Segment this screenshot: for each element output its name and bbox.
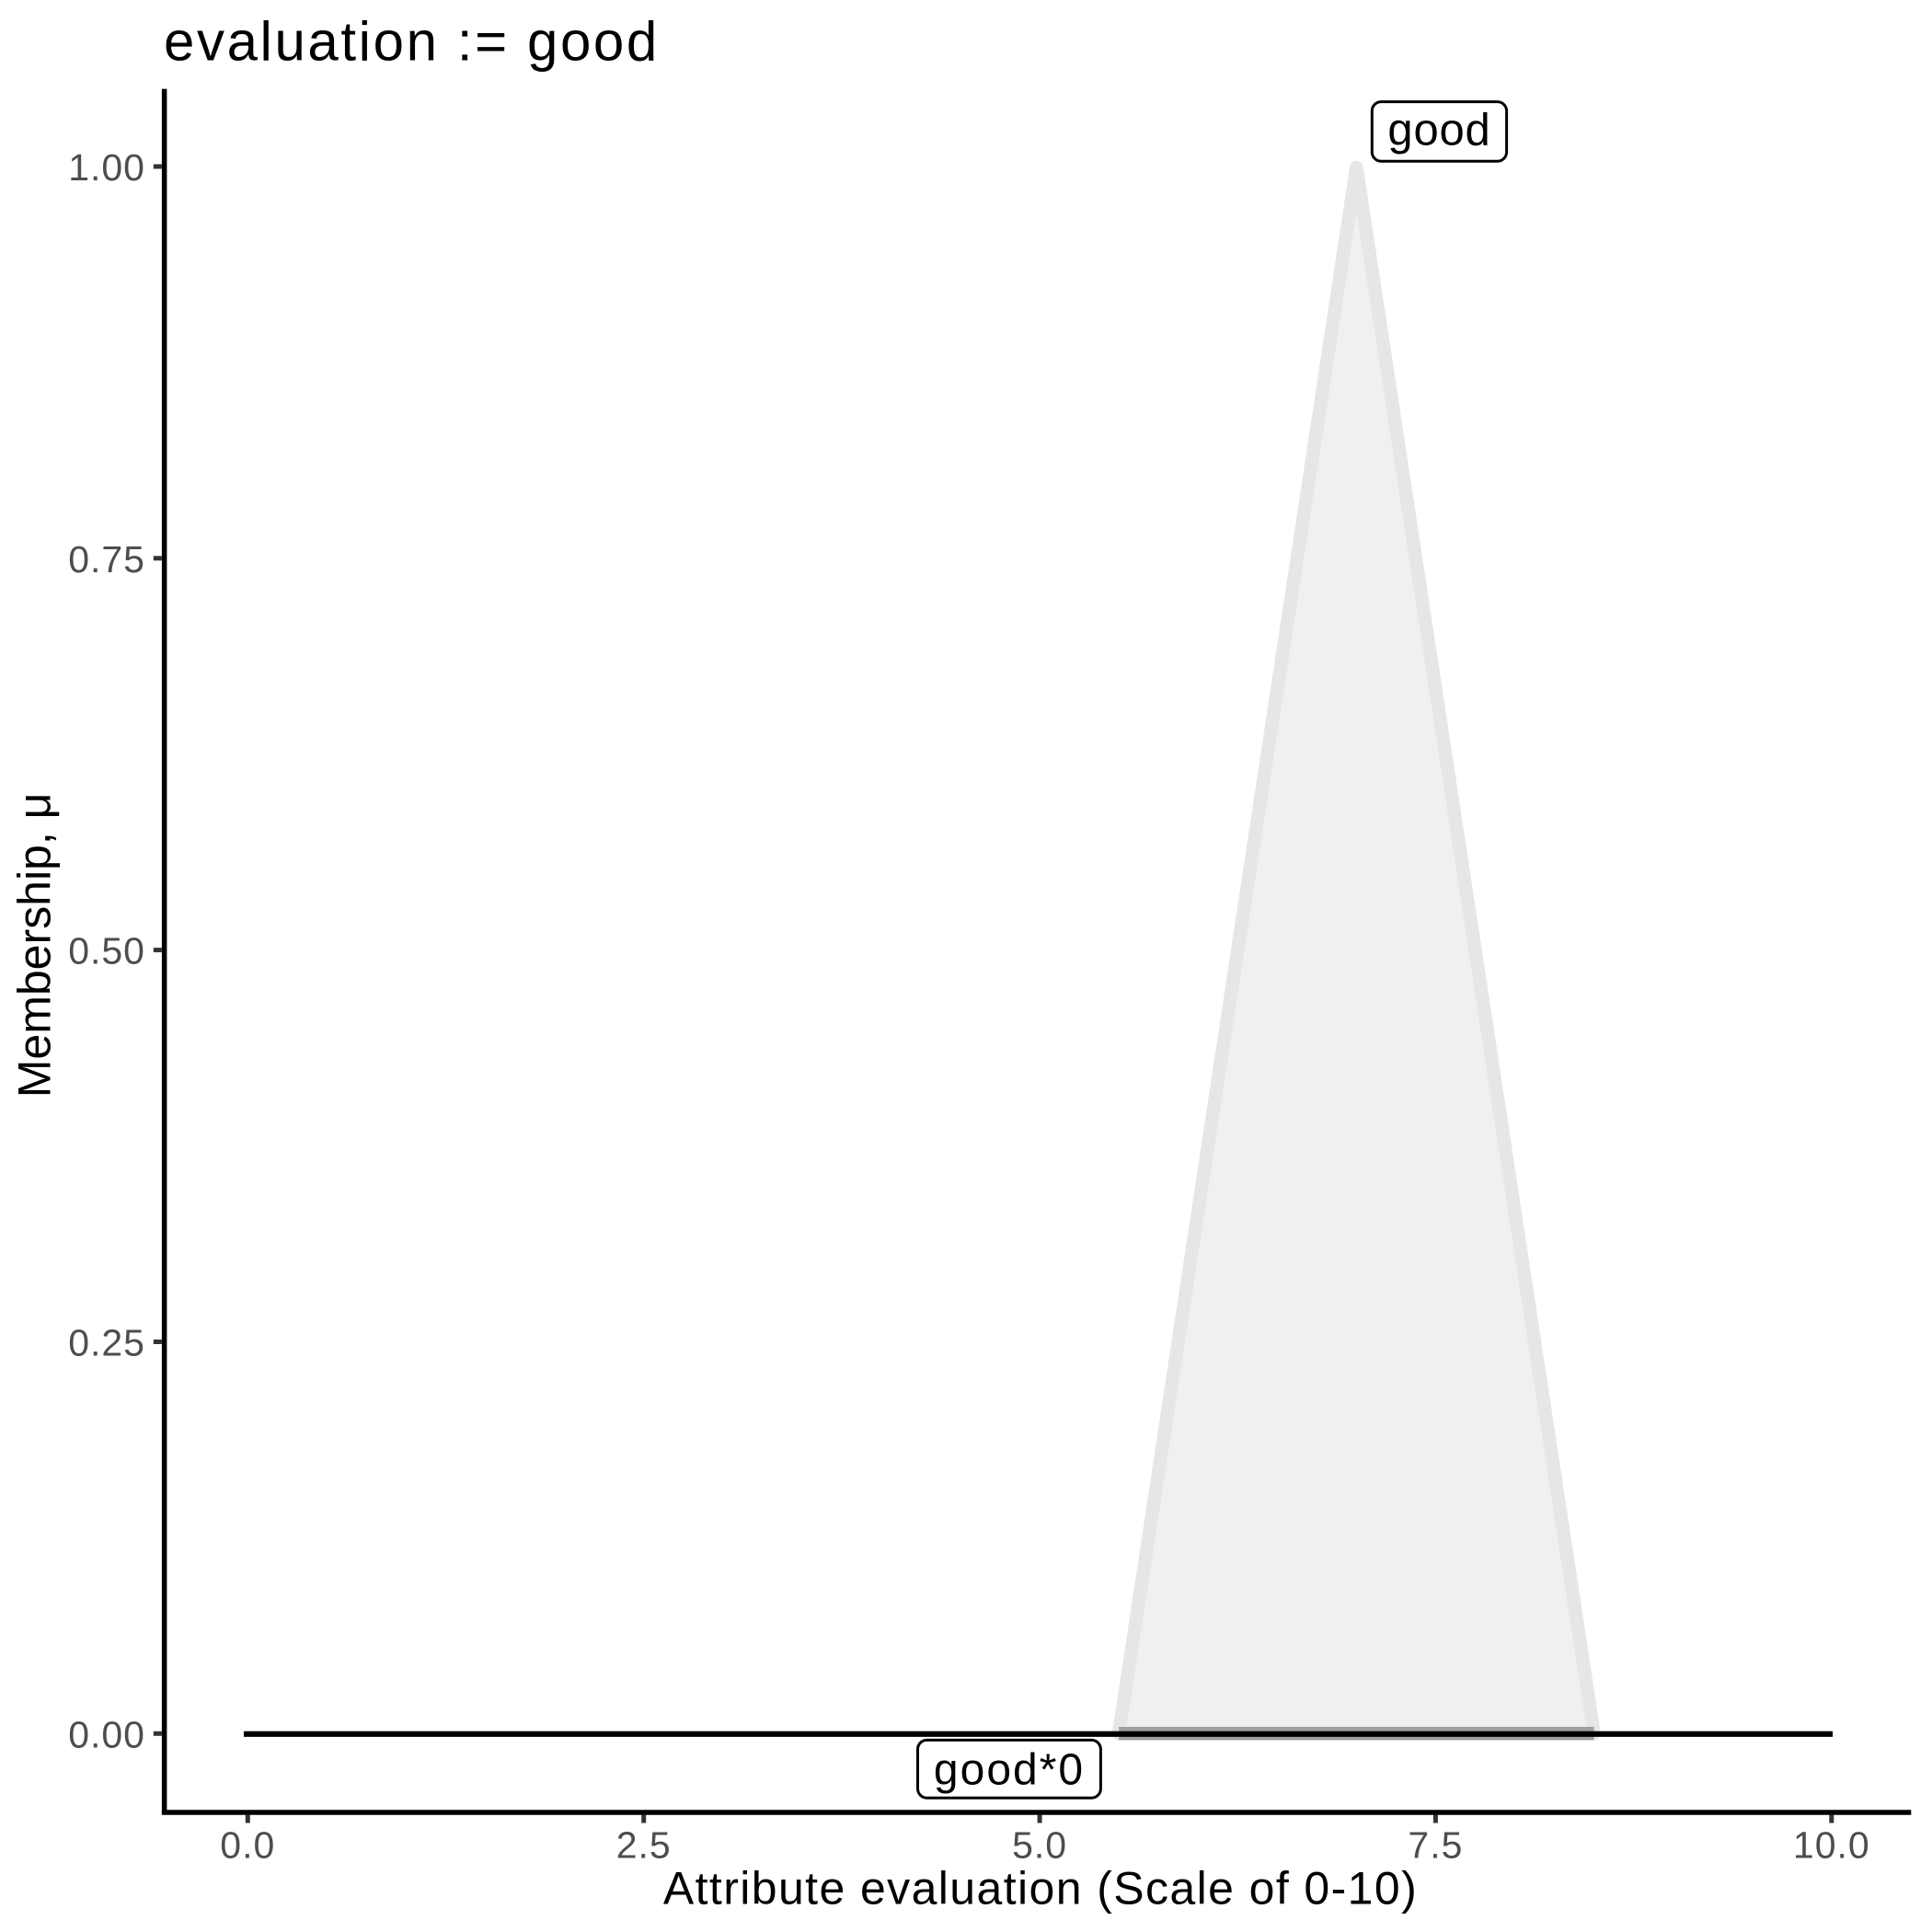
svg-text:Membership, μ: Membership, μ <box>9 793 61 1098</box>
svg-text:0.50: 0.50 <box>68 930 145 972</box>
svg-text:0.0: 0.0 <box>220 1823 275 1866</box>
svg-text:0.75: 0.75 <box>68 538 145 581</box>
svg-text:7.5: 7.5 <box>1408 1823 1463 1866</box>
svg-text:Attribute evaluation (Scale of: Attribute evaluation (Scale of 0-10) <box>663 1862 1418 1914</box>
svg-text:1.00: 1.00 <box>68 146 145 189</box>
svg-text:good*0: good*0 <box>934 1746 1085 1795</box>
svg-text:evaluation := good: evaluation := good <box>164 10 660 72</box>
svg-text:0.00: 0.00 <box>68 1713 145 1755</box>
svg-text:2.5: 2.5 <box>616 1823 672 1866</box>
svg-text:good: good <box>1387 106 1490 155</box>
svg-text:10.0: 10.0 <box>1793 1823 1870 1866</box>
svg-text:5.0: 5.0 <box>1012 1823 1067 1866</box>
svg-text:0.25: 0.25 <box>68 1322 145 1364</box>
